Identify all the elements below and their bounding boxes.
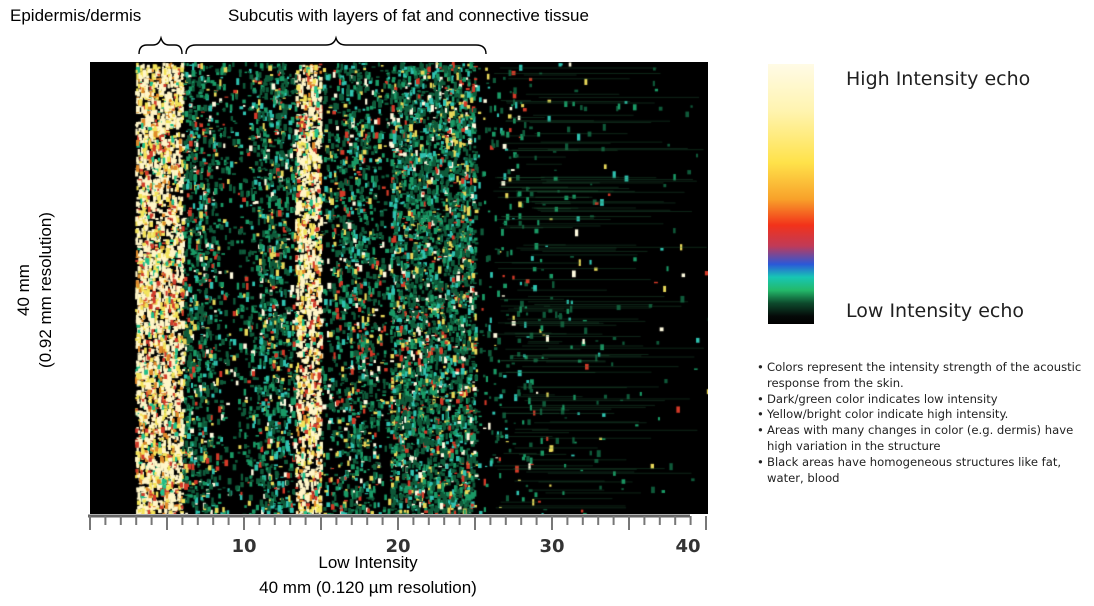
note-item: Colors represent the intensity strength …	[757, 360, 1092, 392]
note-item: Dark/green color indicates low intensity	[757, 392, 1092, 408]
note-item: Black areas have homogeneous structures …	[757, 455, 1092, 487]
ultrasound-scan-image	[90, 62, 708, 514]
epidermis-dermis-label: Epidermis/dermis	[10, 6, 142, 25]
epidermis-brace	[138, 35, 183, 55]
x-tick-label-40: 40	[675, 536, 700, 557]
explanation-notes: Colors represent the intensity strength …	[757, 360, 1092, 486]
x-axis-ruler: 10 20 30 40	[88, 514, 707, 557]
x-axis-label: Low Intensity	[318, 553, 418, 572]
subcutis-label: Subcutis with layers of fat and connecti…	[228, 6, 589, 25]
note-item: Areas with many changes in color (e.g. d…	[757, 423, 1092, 455]
ruler-ticks	[88, 514, 707, 530]
y-axis-label-line2: (0.92 mm resolution)	[36, 212, 55, 368]
legend-high-label: High Intensity echo	[846, 68, 1031, 90]
intensity-color-scale	[768, 64, 814, 324]
x-axis-sublabel: 40 mm (0.120 µm resolution)	[259, 578, 477, 597]
y-axis-label: 40 mm (0.92 mm resolution)	[13, 110, 63, 470]
y-axis-label-line1: 40 mm	[14, 264, 33, 316]
x-tick-label-10: 10	[231, 536, 256, 557]
legend-low-label: Low Intensity echo	[846, 300, 1024, 322]
annotation-braces	[138, 35, 487, 55]
subcutis-brace	[185, 35, 487, 55]
x-tick-label-20: 20	[385, 536, 410, 557]
note-item: Yellow/bright color indicate high intens…	[757, 407, 1092, 423]
x-tick-label-30: 30	[539, 536, 564, 557]
